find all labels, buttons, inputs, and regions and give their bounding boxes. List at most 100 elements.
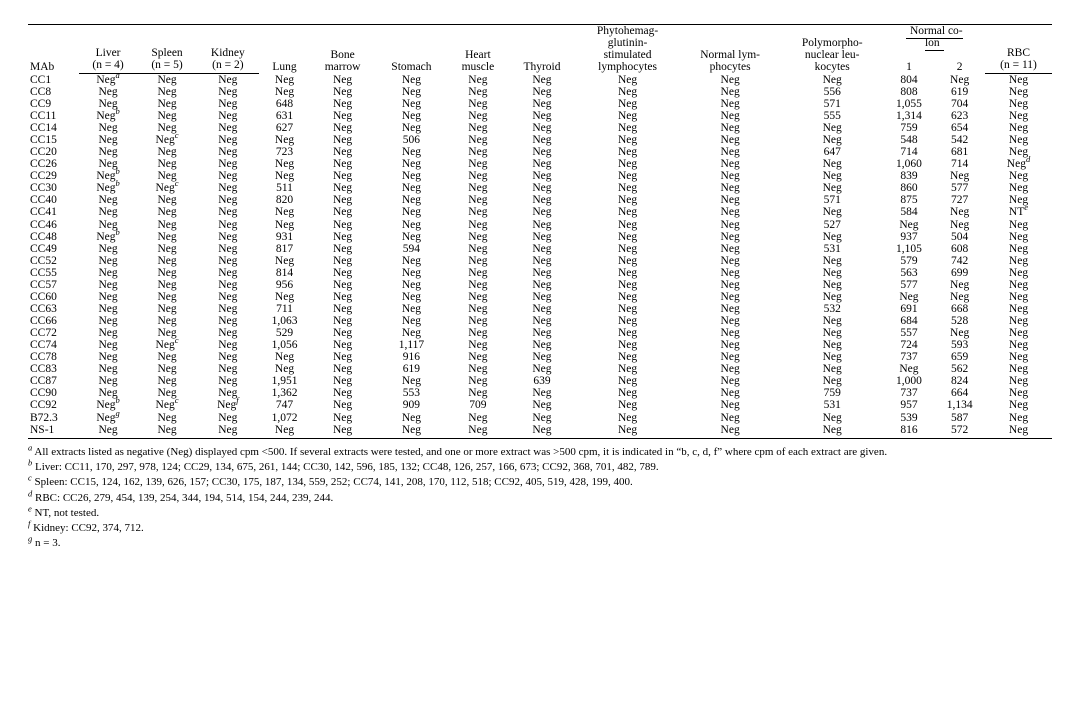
cell-colon2: 577 bbox=[934, 182, 985, 194]
cell-mab: CC48 bbox=[28, 231, 79, 243]
cell-colon1: 584 bbox=[884, 206, 935, 218]
cell-pha: Neg bbox=[576, 303, 680, 315]
cell-kidney: Neg bbox=[197, 303, 260, 315]
cell-pha: Neg bbox=[576, 243, 680, 255]
cell-pmn: Neg bbox=[781, 339, 884, 351]
cell-thyroid: Neg bbox=[508, 363, 575, 375]
cell-pha: Neg bbox=[576, 194, 680, 206]
cell-lung: 511 bbox=[259, 182, 310, 194]
cell-pha: Neg bbox=[576, 375, 680, 387]
cell-stomach: Neg bbox=[375, 170, 447, 182]
cell-colon1: 1,055 bbox=[884, 98, 935, 110]
cell-spleen: Neg bbox=[138, 315, 197, 327]
cell-bm: Neg bbox=[310, 363, 375, 375]
cell-thyroid: Neg bbox=[508, 412, 575, 424]
cell-spleen: Neg bbox=[138, 86, 197, 98]
cell-nlym: Neg bbox=[679, 158, 780, 170]
table-row: CC46NegNegNegNegNegNegNegNegNegNeg527Neg… bbox=[28, 219, 1052, 231]
cell-kidney: Neg bbox=[197, 375, 260, 387]
col-stomach: Stomach bbox=[375, 25, 447, 74]
cell-nlym: Neg bbox=[679, 351, 780, 363]
cell-colon2: 562 bbox=[934, 363, 985, 375]
cell-mab: CC20 bbox=[28, 146, 79, 158]
cell-colon1: 548 bbox=[884, 134, 935, 146]
cell-pha: Neg bbox=[576, 315, 680, 327]
footnote-mark: e bbox=[1024, 203, 1028, 213]
cell-kidney: Neg bbox=[197, 206, 260, 218]
cell-nlym: Neg bbox=[679, 73, 780, 86]
cell-lung: 956 bbox=[259, 279, 310, 291]
footnote-mark: b bbox=[116, 166, 120, 176]
cell-mab: CC14 bbox=[28, 122, 79, 134]
cell-pha: Neg bbox=[576, 424, 680, 439]
cell-stomach: Neg bbox=[375, 303, 447, 315]
footnotes: a All extracts listed as negative (Neg) … bbox=[28, 445, 1052, 551]
cell-pmn: Neg bbox=[781, 73, 884, 86]
cell-mab: CC90 bbox=[28, 387, 79, 399]
col-kidney: Kidney bbox=[197, 25, 260, 59]
cell-pmn: Neg bbox=[781, 206, 884, 218]
cell-liver: Neg bbox=[79, 86, 138, 98]
cell-pmn: Neg bbox=[781, 255, 884, 267]
cell-colon1: 691 bbox=[884, 303, 935, 315]
table-row: CC55NegNegNeg814NegNegNegNegNegNegNeg563… bbox=[28, 267, 1052, 279]
cell-heart: Neg bbox=[448, 231, 509, 243]
cell-stomach: Neg bbox=[375, 158, 447, 170]
cell-spleen: Neg bbox=[138, 194, 197, 206]
cell-colon1: 1,314 bbox=[884, 110, 935, 122]
footnote-text: Liver: CC11, 170, 297, 978, 124; CC29, 1… bbox=[35, 461, 659, 473]
cell-kidney: Neg bbox=[197, 73, 260, 86]
table-row: CC14NegNegNeg627NegNegNegNegNegNegNeg759… bbox=[28, 122, 1052, 134]
cell-thyroid: Neg bbox=[508, 339, 575, 351]
cell-colon2: 528 bbox=[934, 315, 985, 327]
cell-lung: 817 bbox=[259, 243, 310, 255]
cell-nlym: Neg bbox=[679, 110, 780, 122]
cell-nlym: Neg bbox=[679, 86, 780, 98]
cell-rbc: Neg bbox=[985, 98, 1052, 110]
tissue-reactivity-table: MAb Liver Spleen Kidney Lung Bonemarrow … bbox=[28, 24, 1052, 439]
cell-stomach: Neg bbox=[375, 86, 447, 98]
cell-stomach: Neg bbox=[375, 267, 447, 279]
cell-pha: Neg bbox=[576, 122, 680, 134]
footnote-mark: c bbox=[175, 130, 179, 140]
cell-heart: Neg bbox=[448, 291, 509, 303]
footnote-mark: a bbox=[28, 442, 32, 452]
cell-mab: CC29 bbox=[28, 170, 79, 182]
cell-heart: Neg bbox=[448, 375, 509, 387]
cell-spleen: Negc bbox=[138, 399, 197, 411]
cell-nlym: Neg bbox=[679, 291, 780, 303]
col-normal-lymphocytes: Normal lym-phocytes bbox=[679, 25, 780, 74]
cell-mab: CC11 bbox=[28, 110, 79, 122]
cell-mab: CC66 bbox=[28, 315, 79, 327]
cell-stomach: Neg bbox=[375, 424, 447, 439]
cell-spleen: Negc bbox=[138, 134, 197, 146]
cell-spleen: Neg bbox=[138, 363, 197, 375]
cell-kidney: Neg bbox=[197, 134, 260, 146]
cell-kidney: Neg bbox=[197, 182, 260, 194]
cell-kidney: Neg bbox=[197, 339, 260, 351]
footnote-mark: g bbox=[116, 408, 120, 418]
cell-colon2: 593 bbox=[934, 339, 985, 351]
footnote: g n = 3. bbox=[40, 536, 1052, 550]
cell-pmn: 527 bbox=[781, 219, 884, 231]
cell-rbc: Neg bbox=[985, 255, 1052, 267]
cell-rbc: Neg bbox=[985, 375, 1052, 387]
cell-colon2: Neg bbox=[934, 327, 985, 339]
cell-colon1: 579 bbox=[884, 255, 935, 267]
cell-bm: Neg bbox=[310, 339, 375, 351]
cell-mab: CC74 bbox=[28, 339, 79, 351]
cell-kidney: Neg bbox=[197, 219, 260, 231]
cell-rbc: Neg bbox=[985, 110, 1052, 122]
cell-stomach: 909 bbox=[375, 399, 447, 411]
cell-colon2: 659 bbox=[934, 351, 985, 363]
cell-colon2: 587 bbox=[934, 412, 985, 424]
cell-colon1: 563 bbox=[884, 267, 935, 279]
cell-thyroid: Neg bbox=[508, 146, 575, 158]
cell-liver: Neg bbox=[79, 363, 138, 375]
cell-heart: Neg bbox=[448, 255, 509, 267]
footnote-mark: b bbox=[116, 106, 120, 116]
cell-mab: CC9 bbox=[28, 98, 79, 110]
cell-stomach: Neg bbox=[375, 110, 447, 122]
cell-kidney: Neg bbox=[197, 363, 260, 375]
cell-mab: CC87 bbox=[28, 375, 79, 387]
